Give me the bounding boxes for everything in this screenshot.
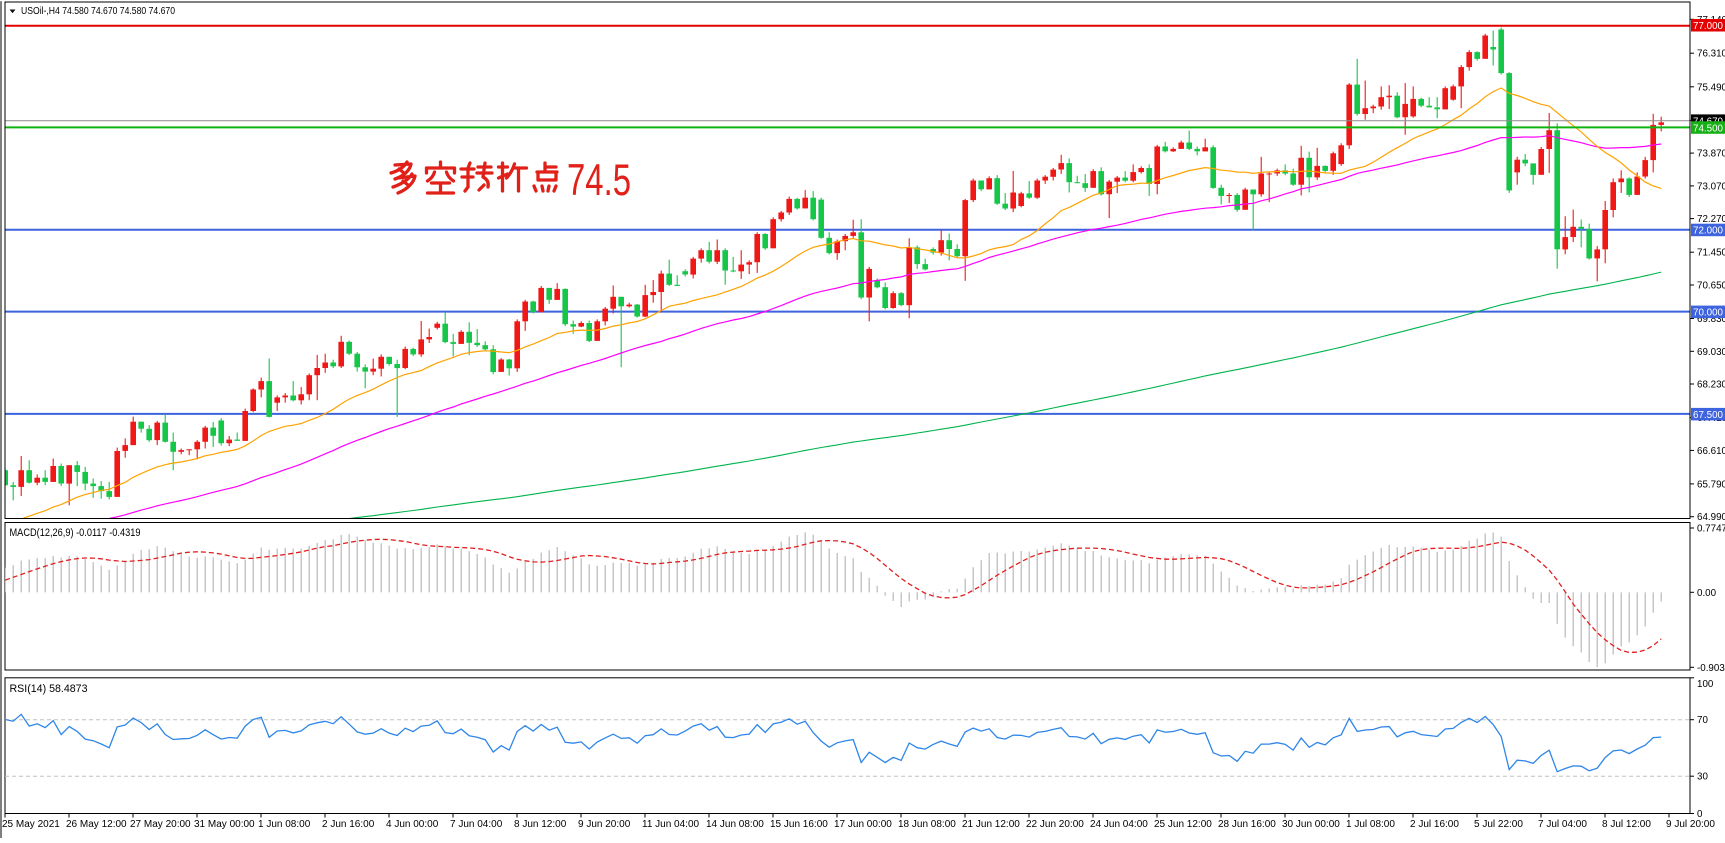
svg-text:7 Jun 04:00: 7 Jun 04:00	[450, 819, 503, 830]
svg-text:5 Jul 22:00: 5 Jul 22:00	[1474, 819, 1523, 830]
svg-text:22 Jun 20:00: 22 Jun 20:00	[1026, 819, 1084, 830]
svg-text:0.00: 0.00	[1697, 588, 1717, 599]
svg-text:RSI(14) 58.4873: RSI(14) 58.4873	[10, 683, 88, 695]
svg-text:0.7747: 0.7747	[1697, 524, 1725, 535]
svg-text:4 Jun 00:00: 4 Jun 00:00	[386, 819, 439, 830]
svg-text:9 Jul 20:00: 9 Jul 20:00	[1666, 819, 1715, 830]
svg-text:65.790: 65.790	[1697, 479, 1725, 490]
svg-text:21 Jun 12:00: 21 Jun 12:00	[962, 819, 1020, 830]
svg-text:67.500: 67.500	[1693, 410, 1724, 421]
svg-text:30 Jun 00:00: 30 Jun 00:00	[1282, 819, 1340, 830]
svg-text:1 Jun 08:00: 1 Jun 08:00	[258, 819, 311, 830]
svg-text:70.000: 70.000	[1693, 308, 1724, 319]
svg-text:72.270: 72.270	[1697, 214, 1725, 225]
svg-text:7 Jul 04:00: 7 Jul 04:00	[1538, 819, 1587, 830]
svg-text:2 Jun 16:00: 2 Jun 16:00	[322, 819, 375, 830]
svg-text:68.230: 68.230	[1697, 380, 1725, 391]
svg-text:MACD(12,26,9) -0.0117 -0.4319: MACD(12,26,9) -0.0117 -0.4319	[10, 527, 141, 539]
svg-text:72.000: 72.000	[1693, 226, 1724, 237]
svg-text:66.610: 66.610	[1697, 446, 1725, 457]
svg-text:70.650: 70.650	[1697, 281, 1725, 292]
svg-text:28 Jun 16:00: 28 Jun 16:00	[1218, 819, 1276, 830]
svg-text:0: 0	[1697, 809, 1703, 820]
svg-text:-0.9034: -0.9034	[1697, 663, 1725, 674]
svg-text:74.5: 74.5	[567, 156, 631, 205]
svg-text:100: 100	[1697, 679, 1714, 690]
svg-text:77.000: 77.000	[1693, 21, 1724, 32]
svg-text:1 Jul 08:00: 1 Jul 08:00	[1346, 819, 1395, 830]
svg-text:9 Jun 20:00: 9 Jun 20:00	[578, 819, 631, 830]
svg-text:31 May 00:00: 31 May 00:00	[194, 819, 255, 830]
svg-text:24 Jun 04:00: 24 Jun 04:00	[1090, 819, 1148, 830]
svg-text:70: 70	[1697, 715, 1708, 726]
svg-text:75.490: 75.490	[1697, 82, 1725, 93]
svg-text:17 Jun 00:00: 17 Jun 00:00	[834, 819, 892, 830]
svg-text:26 May 12:00: 26 May 12:00	[66, 819, 127, 830]
svg-text:74.500: 74.500	[1693, 123, 1724, 134]
svg-text:73.070: 73.070	[1697, 181, 1725, 192]
svg-text:64.990: 64.990	[1697, 512, 1725, 523]
svg-text:14 Jun 08:00: 14 Jun 08:00	[706, 819, 764, 830]
svg-text:18 Jun 08:00: 18 Jun 08:00	[898, 819, 956, 830]
svg-text:25 Jun 12:00: 25 Jun 12:00	[1154, 819, 1212, 830]
svg-text:30: 30	[1697, 772, 1708, 783]
svg-text:69.030: 69.030	[1697, 347, 1725, 358]
svg-text:8 Jun 12:00: 8 Jun 12:00	[514, 819, 567, 830]
svg-text:USOil-,H4 74.580 74.670 74.58: USOil-,H4 74.580 74.670 74.580 74.670	[21, 6, 175, 17]
svg-text:69.830: 69.830	[1697, 314, 1725, 325]
svg-text:2 Jul 16:00: 2 Jul 16:00	[1410, 819, 1459, 830]
svg-text:71.450: 71.450	[1697, 248, 1725, 259]
svg-text:27 May 20:00: 27 May 20:00	[130, 819, 191, 830]
svg-text:15 Jun 16:00: 15 Jun 16:00	[770, 819, 828, 830]
svg-text:76.310: 76.310	[1697, 49, 1725, 60]
svg-text:11 Jun 04:00: 11 Jun 04:00	[642, 819, 700, 830]
svg-text:25 May 2021: 25 May 2021	[2, 819, 60, 830]
svg-text:73.870: 73.870	[1697, 149, 1725, 160]
svg-text:8 Jul 12:00: 8 Jul 12:00	[1602, 819, 1651, 830]
